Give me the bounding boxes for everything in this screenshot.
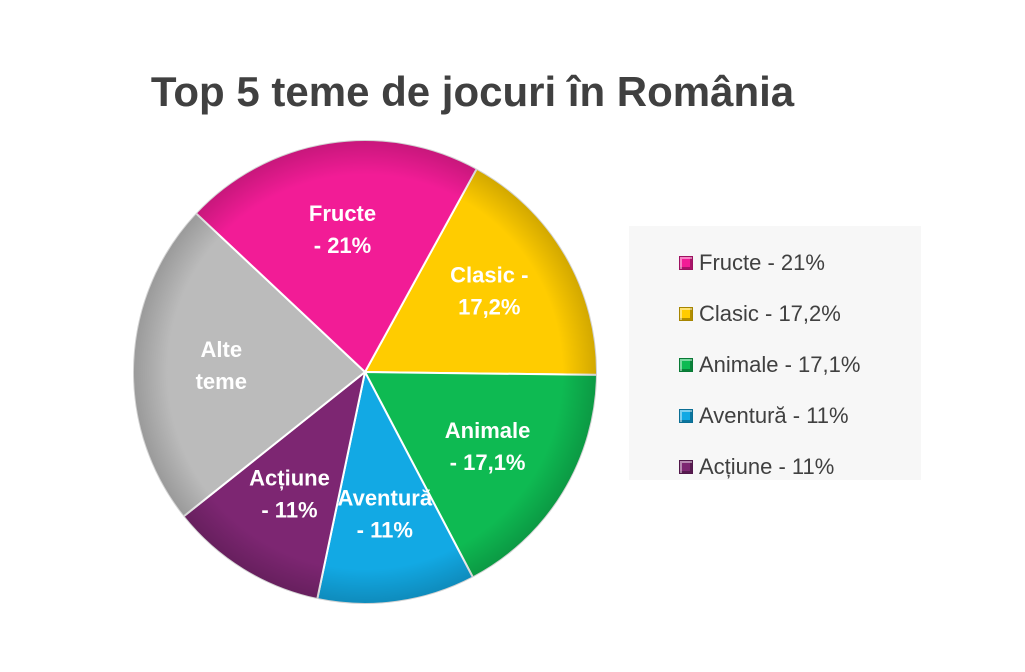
legend-item: Acțiune - 11%	[629, 441, 921, 492]
slice-label-line: Clasic -	[450, 263, 528, 288]
slice-label-line: Alte	[201, 337, 243, 362]
slice-label-line: - 21%	[314, 233, 371, 258]
legend-item: Clasic - 17,2%	[629, 288, 921, 339]
legend-item: Animale - 17,1%	[629, 339, 921, 390]
pie-labels: Clasic - 17,2% Animale - 17,1% Aventură - 11%…	[196, 201, 531, 543]
slice-label-line: 17,2%	[458, 295, 520, 320]
legend-item: Aventură - 11%	[629, 390, 921, 441]
legend-label: Aventură - 11%	[699, 402, 849, 428]
chart-title: Top 5 teme de jocuri în România	[150, 68, 795, 115]
slice-label-line: teme	[196, 369, 247, 394]
legend-swatch	[679, 357, 693, 372]
slice-label-line: Aventură	[338, 486, 433, 511]
legend-label: Clasic - 17,2%	[699, 300, 841, 326]
slice-label-line: Animale	[445, 418, 531, 443]
legend-item: Fructe - 21%	[629, 237, 921, 288]
slice-label-fructe: Fructe - 21%	[309, 201, 376, 258]
legend-swatch	[679, 459, 693, 474]
slice-label-animale: Animale - 17,1%	[445, 418, 531, 475]
slice-label-acțiune: Acțiune - 11%	[249, 465, 330, 522]
slice-label-line: Fructe	[309, 201, 376, 226]
slice-label-alte-teme: Alte teme	[196, 337, 247, 394]
slice-label-clasic: Clasic - 17,2%	[450, 263, 528, 320]
legend-swatch	[679, 306, 693, 321]
legend-label: Acțiune - 11%	[699, 453, 835, 479]
slice-label-line: - 11%	[261, 497, 317, 522]
legend-label: Animale - 17,1%	[699, 351, 861, 377]
slice-label-line: - 17,1%	[450, 450, 526, 475]
legend: Fructe - 21% Clasic - 17,2% Animale - 17,1…	[629, 226, 921, 480]
slice-label-aventură: Aventură - 11%	[338, 486, 433, 543]
legend-swatch	[679, 255, 693, 270]
legend-swatch	[679, 408, 693, 423]
slice-label-line: - 11%	[357, 518, 413, 543]
legend-label: Fructe - 21%	[699, 249, 825, 275]
slice-label-line: Acțiune	[249, 465, 330, 490]
